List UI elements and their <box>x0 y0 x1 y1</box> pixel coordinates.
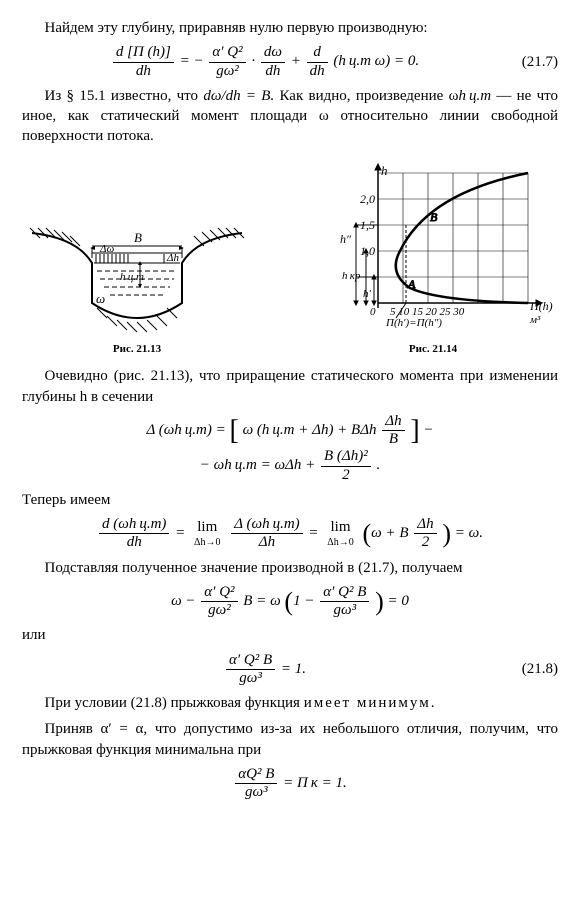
equation-omega: ω − α′ Q²gω² B = ω (1 − α′ Q² Bgω³ ) = 0 <box>22 584 558 620</box>
para-4: Теперь имеем <box>22 490 558 510</box>
equation-21-8: α′ Q² Bgω³ = 1. (21.8) <box>22 652 558 688</box>
fig2-caption: Рис. 21.14 <box>308 342 558 357</box>
figures-row: B Δω Δh h ц.т ω Рис. 21.13 <box>22 163 558 357</box>
fig1-dw: Δω <box>99 243 114 255</box>
svg-text:B: B <box>430 210 438 224</box>
fig1-hct: h ц.т <box>120 271 144 283</box>
svg-text:h′: h′ <box>363 288 372 300</box>
fig1-caption: Рис. 21.13 <box>22 342 252 357</box>
figure-21-13: B Δω Δh h ц.т ω Рис. 21.13 <box>22 208 252 357</box>
para-2: Из § 15.1 известно, что dω/dh = B. Как в… <box>22 86 558 147</box>
svg-text:h: h <box>381 163 388 178</box>
para-8: Приняв α′ = α, что допустимо из-за их не… <box>22 719 558 760</box>
svg-text:h″: h″ <box>340 232 352 246</box>
equation-delta: Δ (ωh ц.т) = [ ω (h ц.т + Δh) + BΔh ΔhB … <box>22 413 558 484</box>
svg-text:П(h): П(h) <box>529 299 553 313</box>
equation-limit: d (ωh ц.т)dh = limΔh→0 Δ (ωh ц.т)Δh = li… <box>22 516 558 552</box>
equation-21-7: d [П (h)]dh = − α′ Q²gω² · dωdh + ddh (h… <box>22 44 558 80</box>
fig1-B: B <box>134 230 142 245</box>
svg-text:0: 0 <box>370 306 376 318</box>
para-6: или <box>22 625 558 645</box>
para-1: Найдем эту глубину, приравняв нулю перву… <box>22 18 558 38</box>
para-5: Подставляя полученное значение производн… <box>22 558 558 578</box>
svg-text:м³: м³ <box>529 314 541 326</box>
svg-text:П(h′)=П(h″): П(h′)=П(h″) <box>385 317 442 329</box>
figure-21-14: B A h 2,0 1,5 1,0 h″ h кр h′ 0 5 10 15 2… <box>308 163 558 357</box>
svg-text:1,0: 1,0 <box>360 244 375 258</box>
para-7: При условии (21.8) прыжковая функция име… <box>22 693 558 713</box>
svg-text:h кр: h кр <box>342 270 361 282</box>
svg-text:2,0: 2,0 <box>360 192 375 206</box>
eq-num-21-7: (21.7) <box>508 52 558 72</box>
fig1-dh: Δh <box>166 252 179 264</box>
svg-text:A: A <box>407 277 416 291</box>
fig1-w: ω <box>96 291 105 306</box>
svg-text:1,5: 1,5 <box>360 218 375 232</box>
eq-num-21-8: (21.8) <box>508 659 558 679</box>
para-3: Очевидно (рис. 21.13), что приращение ст… <box>22 366 558 407</box>
equation-final: αQ² Bgω³ = П к = 1. <box>22 766 558 802</box>
